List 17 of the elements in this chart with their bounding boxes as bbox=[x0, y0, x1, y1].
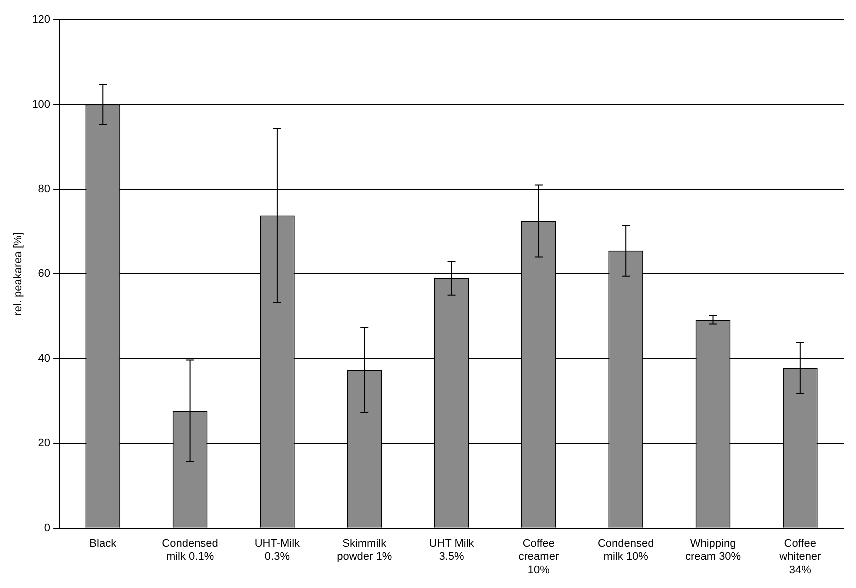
y-axis-title: rel. peakarea [%] bbox=[12, 232, 25, 316]
x-tick-label: Coffee creamer 10% bbox=[518, 538, 560, 576]
y-tick-label: 60 bbox=[38, 268, 51, 280]
y-tick-label: 20 bbox=[38, 438, 51, 450]
x-tick-label: Coffee whitener 34% bbox=[778, 538, 822, 576]
x-tick-label: Condensed milk 10% bbox=[598, 538, 654, 564]
x-tick-label: Black bbox=[90, 538, 118, 550]
x-tick-label: Skimmilk powder 1% bbox=[337, 538, 392, 564]
x-tick-label: Whipping cream 30% bbox=[685, 538, 742, 564]
y-tick-label: 40 bbox=[38, 352, 51, 365]
y-tick-label: 120 bbox=[32, 14, 51, 26]
x-tick-label: Condensed milk 0.1% bbox=[162, 538, 218, 564]
y-tick-label: 100 bbox=[32, 98, 51, 111]
y-tick-label: 0 bbox=[44, 522, 51, 534]
x-tick-label: UHT Milk 3.5% bbox=[429, 538, 475, 564]
y-tick-label: 80 bbox=[38, 184, 51, 196]
x-tick-label: UHT-Milk 0.3% bbox=[254, 538, 301, 564]
